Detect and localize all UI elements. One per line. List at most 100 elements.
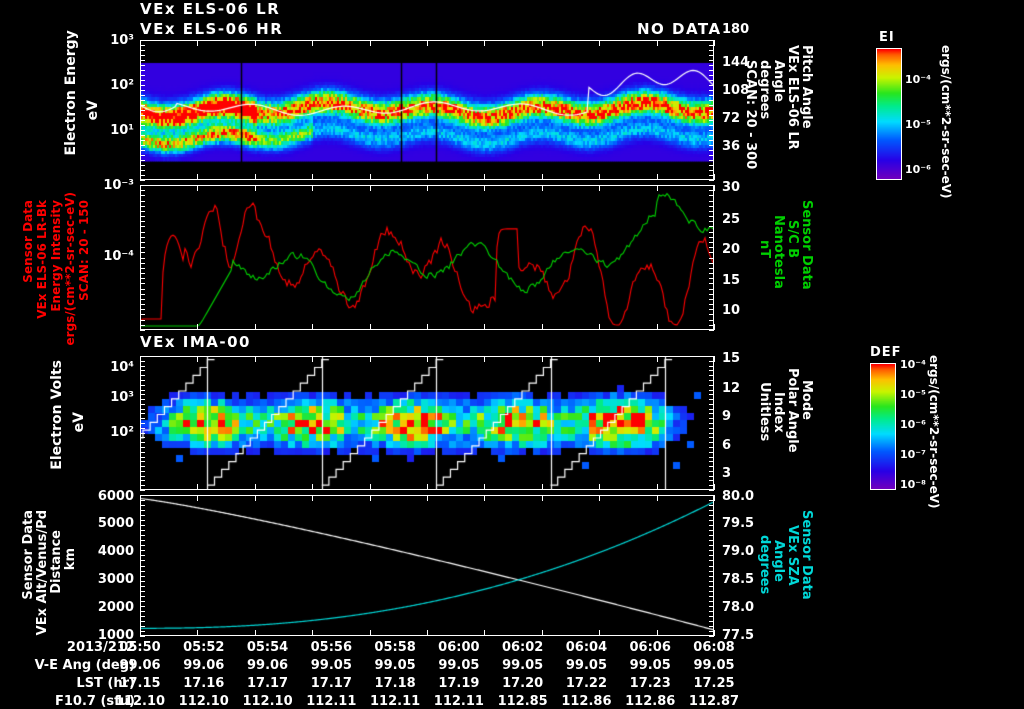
panel1-rtick-180: 180 (722, 22, 750, 37)
y-tick (140, 520, 145, 521)
table-cell: 05:54 (246, 640, 289, 655)
y-tick (140, 515, 145, 516)
x-tick (714, 630, 715, 636)
y-tick (140, 413, 145, 414)
y-tick (140, 325, 145, 326)
colorbar1-tick-1: 10⁻⁵ (905, 118, 931, 131)
y-tick (140, 237, 145, 238)
y-tick (709, 626, 714, 627)
table-cell: 05:52 (183, 640, 225, 655)
y-tick (140, 495, 145, 496)
table-cell: 112.87 (688, 694, 740, 709)
panel1-ytick-2: 10² (110, 78, 134, 93)
y-tick (709, 545, 714, 546)
y-tick (709, 75, 714, 76)
panel2-left-label-4: SCAN: 20 - 150 (77, 200, 91, 301)
y-tick (140, 545, 145, 546)
colorbar2-title: DEF (870, 345, 902, 360)
panel2-line-canvas (141, 186, 713, 329)
y-tick (709, 437, 714, 438)
x-tick (312, 40, 313, 46)
y-tick (709, 268, 714, 269)
panel1-right-label-4: SCAN: 20 - 300 (743, 60, 758, 170)
panel2-right-label-1: S/C B (785, 220, 800, 259)
panel3-ytick-2: 10² (110, 425, 134, 440)
y-tick (140, 626, 145, 627)
y-tick (709, 242, 714, 243)
y-tick (709, 390, 714, 391)
y-tick (140, 85, 145, 86)
y-tick (140, 252, 145, 253)
x-tick (714, 185, 715, 191)
x-tick (599, 356, 600, 362)
panel3-spectrogram-canvas (141, 357, 713, 489)
y-tick (709, 380, 714, 381)
y-tick (140, 606, 145, 607)
panel4-rtick-775: 77.5 (722, 628, 755, 643)
x-tick (542, 324, 543, 330)
y-tick (140, 525, 145, 526)
y-tick (709, 418, 714, 419)
y-tick (709, 433, 714, 434)
table-cell: 112.10 (242, 694, 293, 709)
panel4-left-label-0: Sensor Data (21, 510, 36, 600)
panel4-left-label-2: Distance (49, 530, 64, 594)
y-tick (709, 150, 714, 151)
panel2-rtick-30: 30 (722, 180, 741, 195)
x-tick (197, 630, 198, 636)
y-tick (140, 170, 145, 171)
y-tick (140, 447, 145, 448)
x-tick (370, 40, 371, 46)
y-tick (709, 550, 714, 551)
y-tick (140, 471, 145, 472)
x-tick (599, 40, 600, 46)
y-tick (140, 490, 145, 491)
y-tick (709, 356, 714, 357)
x-tick (599, 324, 600, 330)
y-tick (709, 85, 714, 86)
x-tick (714, 324, 715, 330)
y-tick (140, 366, 145, 367)
y-tick (140, 385, 145, 386)
y-tick (140, 283, 145, 284)
x-tick (599, 174, 600, 180)
panel1-right-label-1: VEx ELS-06 LR (785, 45, 800, 150)
y-tick (140, 195, 145, 196)
panel1-right-label-3: degrees (757, 60, 772, 120)
y-tick (709, 140, 714, 141)
panel4-rtick-790: 79.0 (722, 544, 755, 559)
table-cell: 06:06 (629, 640, 671, 655)
panel4-right-label-3: degrees (757, 535, 772, 595)
x-tick (484, 324, 485, 330)
y-tick (709, 616, 714, 617)
x-tick (197, 40, 198, 46)
panel4-right-label-0: Sensor Data (799, 510, 814, 600)
y-tick (709, 485, 714, 486)
table-cell: 17.25 (693, 676, 735, 691)
table-cell: 112.86 (561, 694, 612, 709)
y-tick (709, 258, 714, 259)
table-cell: 99.05 (310, 658, 352, 673)
y-tick (709, 409, 714, 410)
panel2-ytick-m4: 10⁻⁴ (103, 249, 134, 264)
y-tick (709, 520, 714, 521)
table-cell: 06:00 (438, 640, 480, 655)
y-tick (140, 356, 145, 357)
x-tick (484, 40, 485, 46)
y-tick (140, 361, 145, 362)
panel4-ytick-5000: 5000 (97, 516, 134, 531)
x-tick (427, 484, 428, 490)
x-tick (197, 324, 198, 330)
y-tick (140, 555, 145, 556)
y-tick (709, 394, 714, 395)
panel1-title-hr: VEx ELS-06 HR (140, 20, 284, 38)
y-tick (140, 65, 145, 66)
x-tick (427, 174, 428, 180)
y-tick (709, 452, 714, 453)
y-tick (709, 304, 714, 305)
table-cell: 99.05 (374, 658, 416, 673)
table-cell: 17.17 (246, 676, 289, 691)
x-tick (657, 356, 658, 362)
y-tick (709, 591, 714, 592)
y-tick (140, 409, 145, 410)
